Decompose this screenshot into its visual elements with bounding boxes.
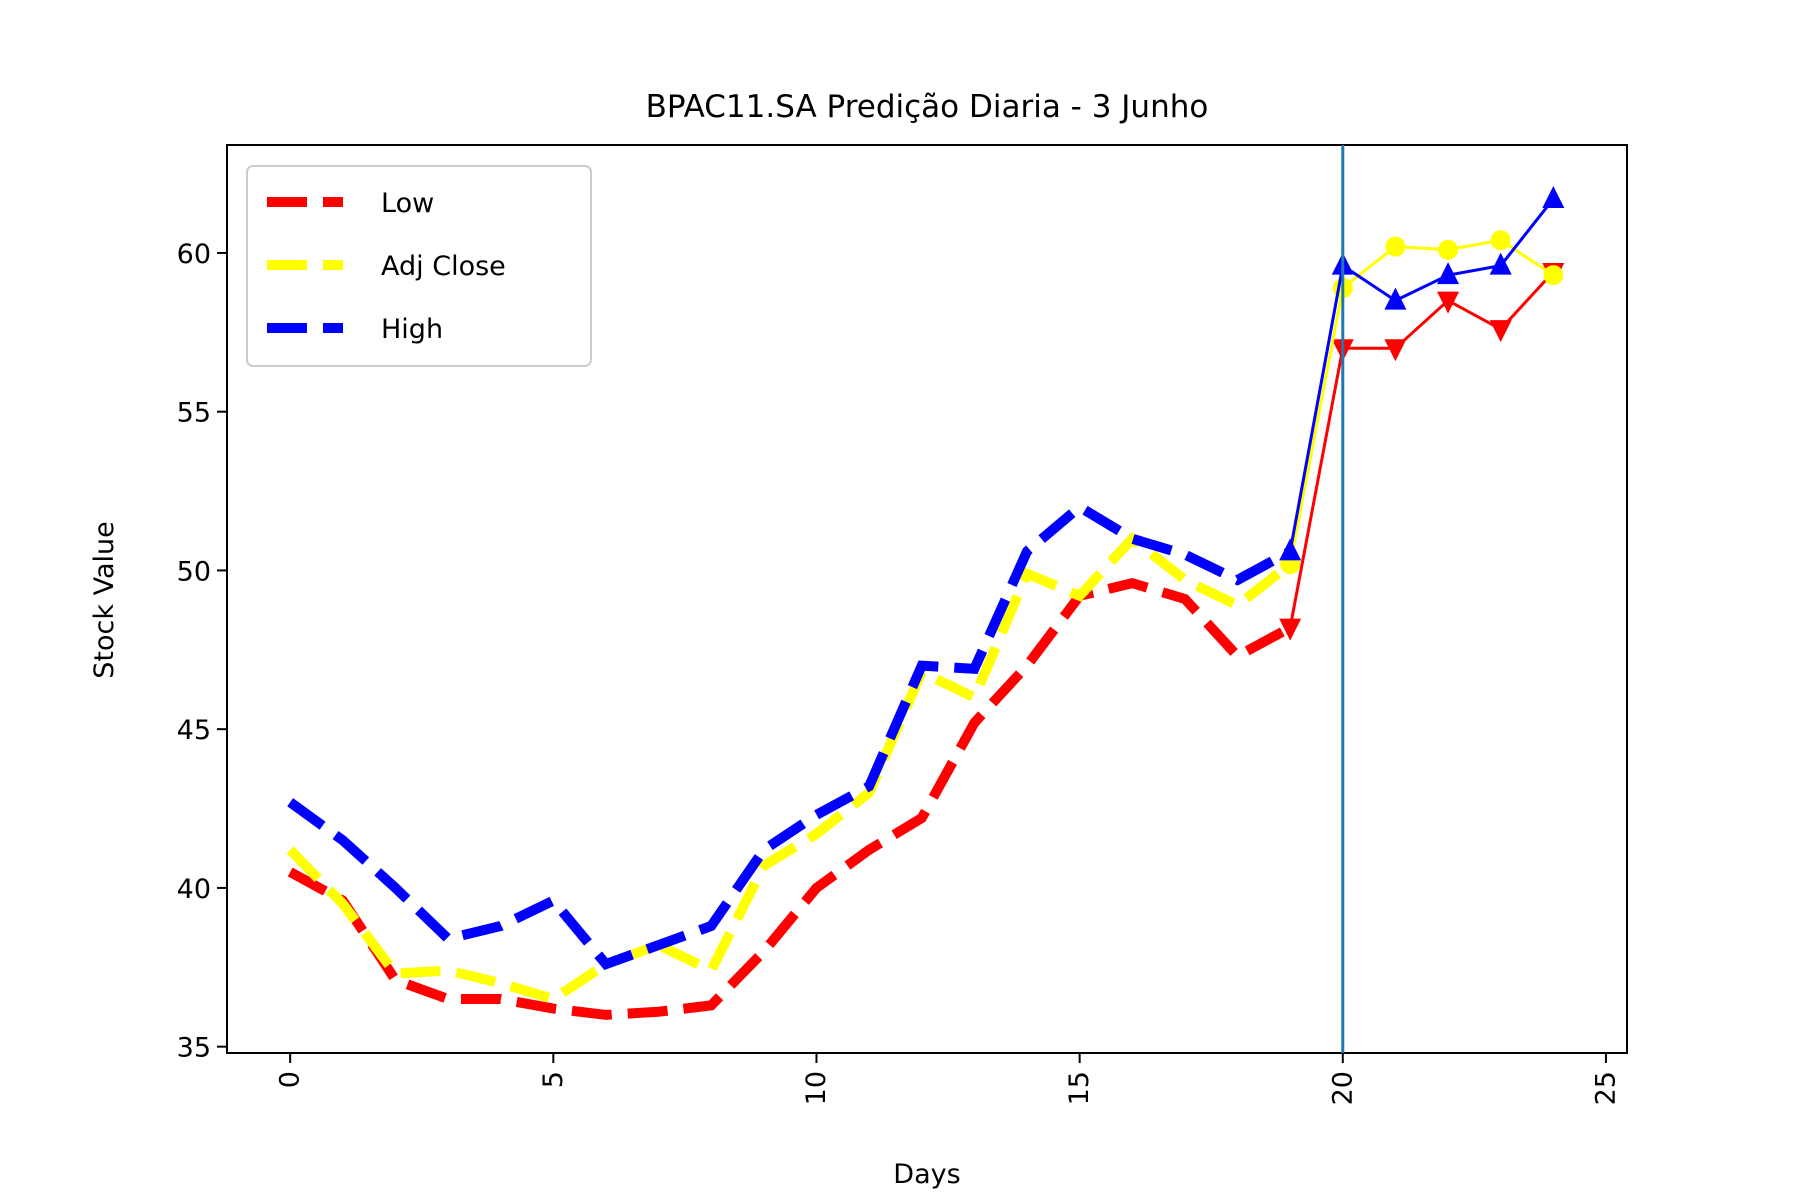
legend-label: High xyxy=(381,314,443,345)
series-high-prediction-line xyxy=(1288,198,1555,552)
legend-label: Low xyxy=(381,188,434,219)
y-tick-label: 50 xyxy=(177,556,211,587)
series-high-point xyxy=(1542,185,1565,208)
series-adj-close-point xyxy=(1490,230,1511,251)
series-low-point xyxy=(1384,339,1407,362)
x-axis-label: Days xyxy=(893,1159,960,1190)
series-low-history-line xyxy=(287,577,1293,1020)
series-adj-close-history-line xyxy=(286,531,1294,1005)
x-tick-label: 0 xyxy=(275,1071,306,1088)
axes-frame xyxy=(226,144,1628,1054)
y-axis-label: Stock Value xyxy=(89,521,120,678)
x-tick-label: 15 xyxy=(1064,1071,1095,1105)
series-low-point xyxy=(1489,320,1512,343)
series-adj-close-point xyxy=(1385,236,1406,257)
x-tick-label: 5 xyxy=(538,1071,569,1088)
series-high-point xyxy=(1437,262,1460,285)
x-tick-label: 20 xyxy=(1327,1071,1358,1105)
x-tick-label: 10 xyxy=(801,1071,832,1105)
series-adj-close-prediction-line xyxy=(1288,238,1555,565)
series-adj-close-point xyxy=(1543,265,1564,286)
y-tick-label: 35 xyxy=(177,1033,211,1064)
series-adj-close-point xyxy=(1438,239,1459,260)
y-tick-label: 45 xyxy=(177,715,211,746)
legend-box xyxy=(246,165,592,367)
series-high-history-line xyxy=(287,500,1293,971)
y-tick-label: 40 xyxy=(177,874,211,905)
series-high-point xyxy=(1384,287,1407,310)
series-low-point xyxy=(1437,291,1460,314)
legend-label: Adj Close xyxy=(381,251,506,282)
y-tick-label: 55 xyxy=(177,398,211,429)
series-high-point xyxy=(1489,252,1512,275)
series-high-point xyxy=(1279,538,1302,561)
plot-area: 0 5 10 15 20 25 35 40 45 50 55 60 xyxy=(177,144,1628,1105)
y-tick-label: 60 xyxy=(177,239,211,270)
series-layer xyxy=(286,185,1565,1020)
series-low-prediction-line xyxy=(1288,270,1555,628)
series-low-point xyxy=(1279,618,1302,641)
chart-title: BPAC11.SA Predição Diaria - 3 Junho xyxy=(646,89,1209,125)
x-tick-label: 25 xyxy=(1590,1071,1621,1105)
legend: Low Adj Close High xyxy=(246,165,592,367)
